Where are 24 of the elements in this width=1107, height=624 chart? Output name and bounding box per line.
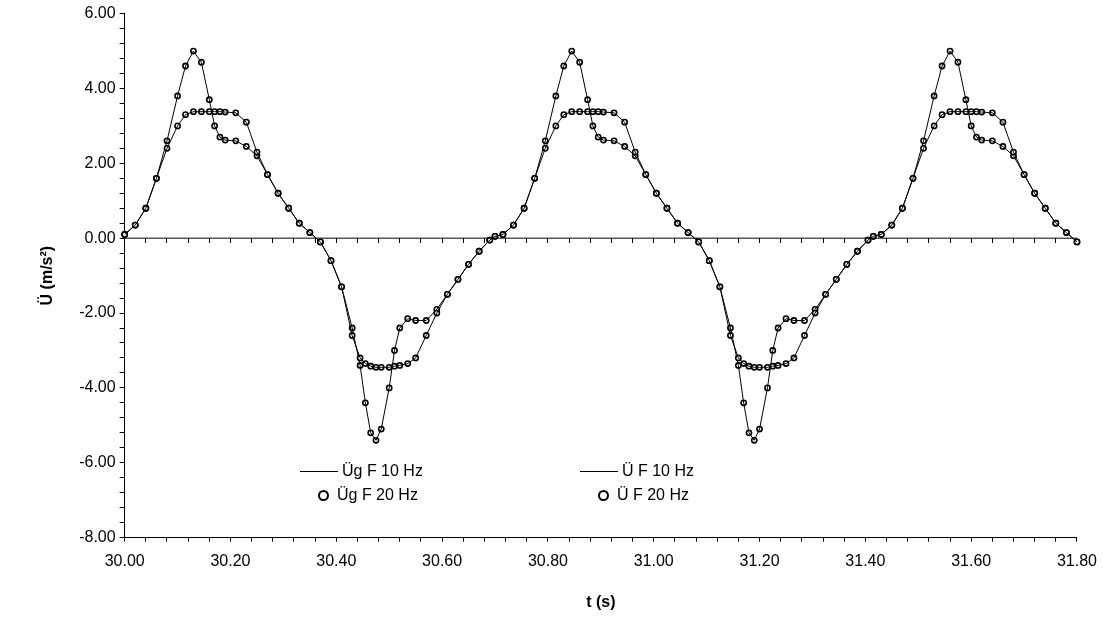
x-tick-label: 30.40 [316, 551, 357, 569]
y-tick-label: -6.00 [79, 453, 116, 471]
y-tick-label: 4.00 [84, 78, 116, 96]
legend-label: Ü F 20 Hz [617, 486, 690, 504]
x-tick-label: 31.40 [845, 551, 886, 569]
x-tick-label: 31.00 [633, 551, 674, 569]
y-tick-label: 0.00 [84, 228, 116, 246]
y-tick-label: -2.00 [79, 303, 116, 321]
x-axis-title: t (s) [586, 592, 616, 610]
x-tick-label: 31.60 [951, 551, 992, 569]
x-tick-label: 30.00 [104, 551, 145, 569]
y-tick-label: -8.00 [79, 528, 116, 546]
y-tick-label: 2.00 [84, 153, 116, 171]
y-axis-title: Ü (m/s²) [37, 245, 56, 306]
x-tick-label: 31.20 [739, 551, 780, 569]
x-tick-label: 31.80 [1056, 551, 1098, 569]
y-tick-label: -4.00 [79, 378, 116, 396]
x-tick-label: 30.20 [210, 551, 251, 569]
x-tick-label: 30.80 [527, 551, 569, 569]
x-tick-label: 30.60 [422, 551, 463, 569]
y-tick-label: 6.00 [84, 4, 116, 22]
legend-label: Ü F 10 Hz [622, 462, 695, 480]
legend-label: Üg F 20 Hz [337, 486, 418, 504]
legend-label: Üg F 10 Hz [342, 462, 423, 480]
